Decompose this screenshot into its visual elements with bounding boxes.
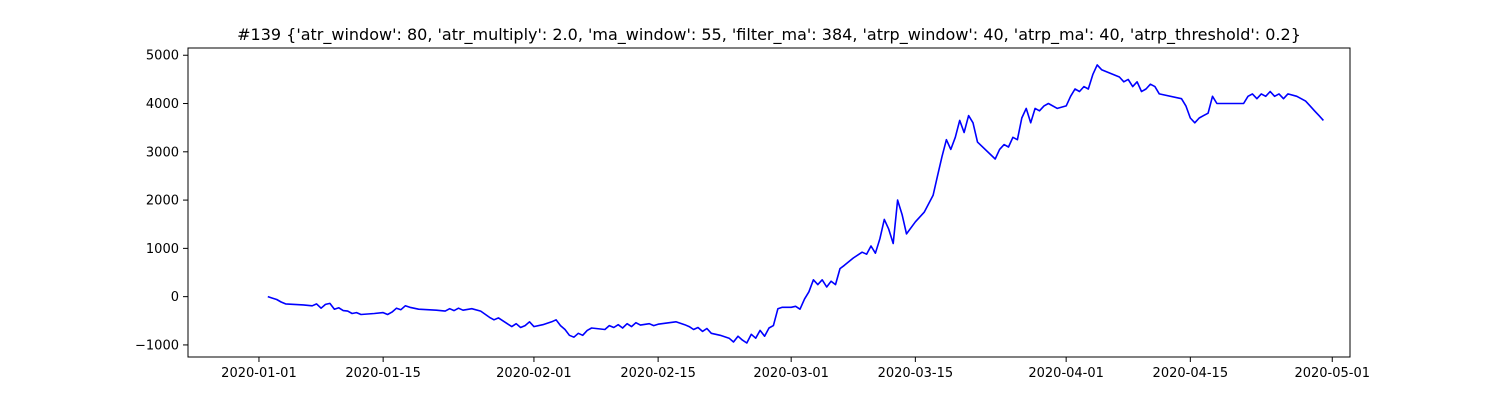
x-axis: 2020-01-01 2020-01-15 2020-02-01 2020-02-15… [221, 357, 1370, 381]
x-tick-label: 2020-03-01 [753, 366, 829, 381]
x-tick-label: 2020-03-15 [878, 366, 954, 381]
series-line [267, 64, 1324, 344]
x-tick-label: 2020-05-01 [1294, 366, 1370, 381]
chart-title: #139 {'atr_window': 80, 'atr_multiply': … [237, 25, 1301, 45]
plot-frame [187, 47, 1351, 358]
x-tick-label: 2020-04-15 [1153, 366, 1229, 381]
y-tick-label: 3000 [146, 145, 179, 160]
y-tick-label: 4000 [146, 97, 179, 112]
y-tick-label: −1000 [135, 338, 179, 353]
y-tick-label: 1000 [146, 242, 179, 257]
y-tick-label: 5000 [146, 49, 179, 64]
x-tick-label: 2020-01-15 [345, 366, 421, 381]
y-tick-label: 0 [171, 290, 179, 305]
x-tick-label: 2020-02-01 [496, 366, 572, 381]
x-tick-label: 2020-02-15 [620, 366, 696, 381]
x-tick-label: 2020-04-01 [1028, 366, 1104, 381]
y-tick-label: 2000 [146, 194, 179, 209]
x-tick-label: 2020-01-01 [221, 366, 297, 381]
y-axis: −1000 0 1000 2000 3000 4000 5000 [135, 49, 188, 353]
